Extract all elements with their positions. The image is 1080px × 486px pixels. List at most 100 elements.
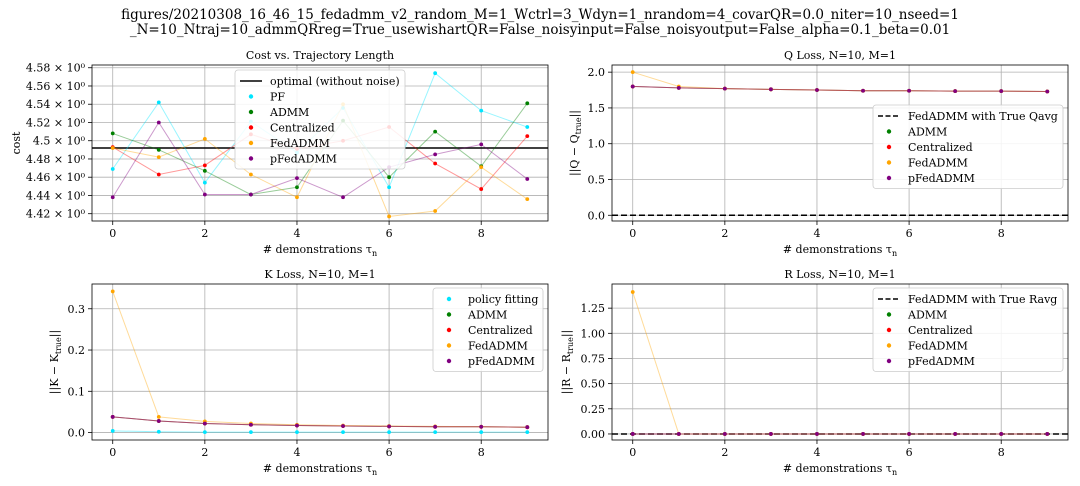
y-tick-label: 0.5 <box>588 173 606 186</box>
legend-label-centralized: Centralized <box>908 324 973 337</box>
x-axis-label: # demonstrations τn <box>783 243 897 258</box>
y-axis-label: ||K − Ktrue|| <box>48 330 63 394</box>
data-point-pfedadmm <box>676 432 681 436</box>
y-tick-label: 4.52 × 10⁰ <box>26 116 86 129</box>
data-point-pfedadmm <box>630 84 635 89</box>
y-tick-label: 1.25 <box>581 302 606 315</box>
data-point-pfedadmm <box>156 419 161 423</box>
panel-title: R Loss, N=10, M=1 <box>784 268 895 281</box>
y-tick-label: 0.25 <box>581 403 606 416</box>
data-point-pfedadmm <box>769 87 773 92</box>
data-point-pfedadmm <box>202 421 207 426</box>
y-tick-label: 4.58 × 10⁰ <box>26 62 86 75</box>
data-point-admm <box>525 101 530 106</box>
data-point-admm <box>156 147 161 152</box>
data-point-pfedadmm <box>1045 432 1050 436</box>
data-point-policy-fitting <box>110 429 115 433</box>
data-point-pfedadmm <box>907 432 911 436</box>
data-point-pfedadmm <box>999 432 1004 436</box>
legend-label-admm: ADMM <box>467 309 507 322</box>
y-axis-label: cost <box>10 131 23 154</box>
data-point-policy-fitting <box>479 430 484 435</box>
data-point-policy-fitting <box>341 430 345 435</box>
data-point-centralized <box>433 161 438 166</box>
data-point-centralized <box>479 187 484 191</box>
data-point-admm <box>202 168 207 173</box>
legend-dot-marker <box>886 312 892 317</box>
data-point-pfedadmm <box>676 85 681 90</box>
data-point-fedadmm <box>525 197 530 202</box>
data-point-pfedadmm <box>769 432 773 436</box>
data-point-pfedadmm <box>525 177 530 181</box>
legend-dot-marker <box>886 327 892 333</box>
x-tick-label: 4 <box>813 227 820 240</box>
data-point-fedadmm <box>110 146 115 150</box>
y-tick-label: 2.0 <box>588 66 606 79</box>
x-tick-label: 0 <box>629 227 636 240</box>
legend-dot-marker <box>886 144 892 150</box>
legend-dot-marker <box>886 343 892 348</box>
legend-box <box>872 287 1064 372</box>
legend-dot-marker <box>248 156 254 161</box>
legend-box <box>872 104 1064 189</box>
data-point-fedadmm <box>433 209 438 213</box>
legend-dot-marker <box>886 160 892 165</box>
data-point-fedadmm <box>479 165 484 170</box>
x-tick-label: 2 <box>721 227 728 240</box>
x-tick-label: 2 <box>201 446 208 459</box>
data-point-pf <box>433 71 438 76</box>
data-point-pfedadmm <box>433 424 438 429</box>
x-tick-label: 2 <box>721 446 728 459</box>
data-point-policy-fitting <box>249 430 253 435</box>
y-tick-label: 0.00 <box>581 428 606 441</box>
x-axis-label: # demonstrations τn <box>263 243 377 258</box>
data-point-pfedadmm <box>722 432 727 436</box>
data-point-pfedadmm <box>861 432 865 436</box>
legend-box <box>234 69 406 170</box>
data-point-pfedadmm <box>630 432 635 436</box>
data-point-pfedadmm <box>156 120 161 125</box>
data-point-pfedadmm <box>479 142 484 147</box>
plot-frame <box>611 64 1069 222</box>
legend-dot-marker <box>886 175 892 181</box>
data-point-pfedadmm <box>110 414 115 419</box>
panel-3: 0 2 4 6 8 0.0 0.1 0.2 0.3 K Loss, N=10, M=1 # demo… <box>48 268 549 477</box>
series-line-fedadmm <box>112 291 528 428</box>
legend-dot-marker <box>886 358 892 364</box>
data-point-fedadmm <box>630 290 635 294</box>
series-line-pfedadmm <box>112 416 528 428</box>
legend-dot-marker <box>248 94 254 99</box>
x-tick-label: 8 <box>998 227 1005 240</box>
data-point-policy-fitting <box>387 430 391 435</box>
data-point-pfedadmm <box>479 424 484 429</box>
panel-title: K Loss, N=10, M=1 <box>264 268 375 281</box>
legend-label-pfedadmm: pFedADMM <box>468 355 535 368</box>
figure-title-line-2: _N=10_Ntraj=10_admmQRreg=True_usewishart… <box>129 22 951 38</box>
panel-title: Q Loss, N=10, M=1 <box>784 49 896 62</box>
data-point-admm <box>387 175 391 180</box>
plot-frame <box>91 64 549 222</box>
data-point-policy-fitting <box>433 430 438 435</box>
panel-title: Cost vs. Trajectory Length <box>246 49 394 62</box>
x-tick-label: 6 <box>906 446 913 459</box>
data-point-pfedadmm <box>953 432 958 436</box>
plot-frame <box>611 283 1069 441</box>
y-tick-label: 1.00 <box>581 327 606 340</box>
y-tick-label: 4.48 × 10⁰ <box>26 153 86 166</box>
data-point-pfedadmm <box>387 424 391 429</box>
data-point-fedadmm <box>156 414 161 419</box>
legend-dot-marker <box>886 129 892 134</box>
legend-label-centralized: Centralized <box>468 324 533 337</box>
data-point-policy-fitting <box>202 430 207 435</box>
x-tick-label: 4 <box>293 227 300 240</box>
data-point-pfedadmm <box>249 192 253 197</box>
x-tick-label: 8 <box>478 446 485 459</box>
series-line-fedadmm <box>632 71 1048 92</box>
data-point-pfedadmm <box>815 88 819 92</box>
data-point-admm <box>433 129 438 134</box>
legend-dot-marker <box>446 358 452 364</box>
y-tick-label: 0.0 <box>68 427 86 440</box>
data-point-fedadmm <box>156 155 161 160</box>
data-point-pfedadmm <box>110 195 115 200</box>
